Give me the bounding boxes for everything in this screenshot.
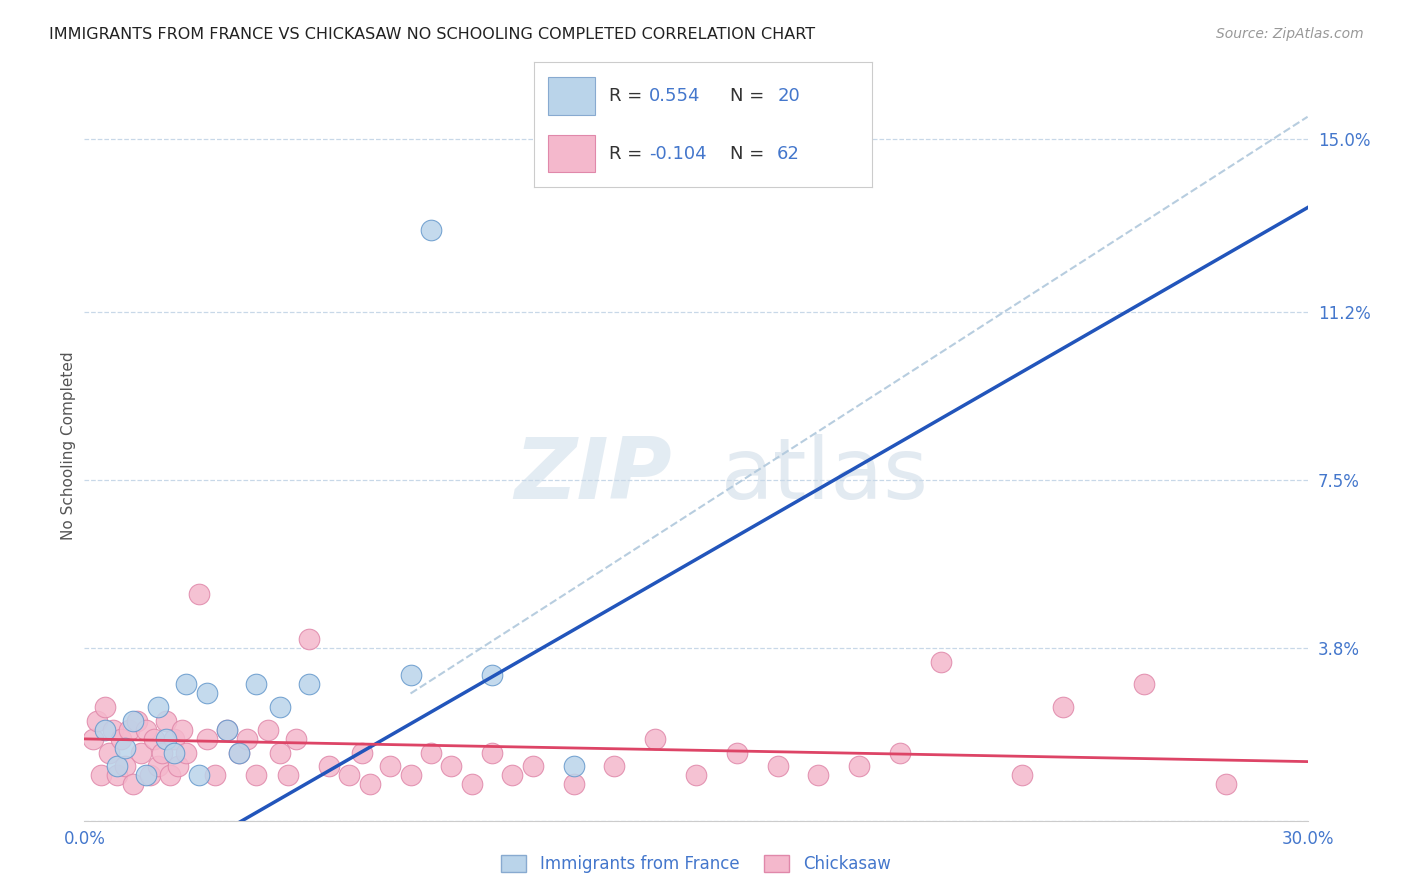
Point — [135, 768, 157, 782]
Point — [195, 686, 218, 700]
Point — [187, 768, 209, 782]
Text: 62: 62 — [778, 145, 800, 162]
Point — [155, 731, 177, 746]
Point — [399, 768, 422, 782]
Point — [399, 668, 422, 682]
Point — [440, 759, 463, 773]
Point — [245, 677, 267, 691]
FancyBboxPatch shape — [548, 135, 595, 172]
Point — [277, 768, 299, 782]
Point — [172, 723, 194, 737]
Point — [105, 768, 128, 782]
Text: R =: R = — [609, 145, 648, 162]
Point — [146, 700, 169, 714]
Point — [807, 768, 830, 782]
Point — [105, 759, 128, 773]
Point — [163, 731, 186, 746]
Point — [86, 714, 108, 728]
Point — [150, 746, 173, 760]
Point — [146, 759, 169, 773]
Point — [481, 746, 503, 760]
Point — [195, 731, 218, 746]
Legend: Immigrants from France, Chickasaw: Immigrants from France, Chickasaw — [495, 848, 897, 880]
Point — [269, 746, 291, 760]
Point — [127, 714, 149, 728]
Point — [420, 223, 443, 237]
Point — [114, 741, 136, 756]
Text: R =: R = — [609, 87, 648, 105]
Point — [685, 768, 707, 782]
Point — [522, 759, 544, 773]
Point — [929, 655, 952, 669]
Text: Source: ZipAtlas.com: Source: ZipAtlas.com — [1216, 27, 1364, 41]
Point — [502, 768, 524, 782]
Point — [245, 768, 267, 782]
Point — [298, 632, 321, 646]
Text: IMMIGRANTS FROM FRANCE VS CHICKASAW NO SCHOOLING COMPLETED CORRELATION CHART: IMMIGRANTS FROM FRANCE VS CHICKASAW NO S… — [49, 27, 815, 42]
Text: N =: N = — [730, 145, 770, 162]
Point — [159, 768, 181, 782]
Point — [93, 700, 115, 714]
Point — [122, 714, 145, 728]
Point — [1011, 768, 1033, 782]
Point — [131, 746, 153, 760]
FancyBboxPatch shape — [548, 78, 595, 115]
Point — [97, 746, 120, 760]
Point — [174, 677, 197, 691]
Point — [339, 768, 361, 782]
Point — [848, 759, 870, 773]
Point — [101, 723, 124, 737]
Point — [167, 759, 190, 773]
Point — [163, 746, 186, 760]
Point — [187, 586, 209, 600]
Point — [257, 723, 280, 737]
Point — [155, 714, 177, 728]
Point — [359, 777, 381, 791]
Text: 0.554: 0.554 — [650, 87, 700, 105]
Point — [298, 677, 321, 691]
Point — [1052, 700, 1074, 714]
Point — [93, 723, 115, 737]
Point — [350, 746, 373, 760]
Point — [725, 746, 748, 760]
Point — [318, 759, 340, 773]
Point — [236, 731, 259, 746]
Y-axis label: No Schooling Completed: No Schooling Completed — [60, 351, 76, 541]
Point — [118, 723, 141, 737]
Point — [90, 768, 112, 782]
Point — [204, 768, 226, 782]
Point — [135, 723, 157, 737]
Point — [114, 759, 136, 773]
Point — [1215, 777, 1237, 791]
Point — [174, 746, 197, 760]
Point — [562, 759, 585, 773]
Point — [380, 759, 402, 773]
Point — [603, 759, 626, 773]
Point — [269, 700, 291, 714]
Point — [110, 731, 132, 746]
Point — [889, 746, 911, 760]
Point — [420, 746, 443, 760]
Point — [481, 668, 503, 682]
Text: -0.104: -0.104 — [650, 145, 707, 162]
Point — [228, 746, 250, 760]
Point — [138, 768, 160, 782]
Point — [1133, 677, 1156, 691]
Point — [285, 731, 308, 746]
Point — [217, 723, 239, 737]
Point — [228, 746, 250, 760]
Point — [217, 723, 239, 737]
Text: ZIP: ZIP — [513, 434, 672, 517]
Text: 20: 20 — [778, 87, 800, 105]
Point — [766, 759, 789, 773]
Text: N =: N = — [730, 87, 770, 105]
Point — [461, 777, 484, 791]
Point — [142, 731, 165, 746]
Point — [562, 777, 585, 791]
Point — [82, 731, 104, 746]
Point — [644, 731, 666, 746]
Text: atlas: atlas — [720, 434, 928, 517]
Point — [122, 777, 145, 791]
